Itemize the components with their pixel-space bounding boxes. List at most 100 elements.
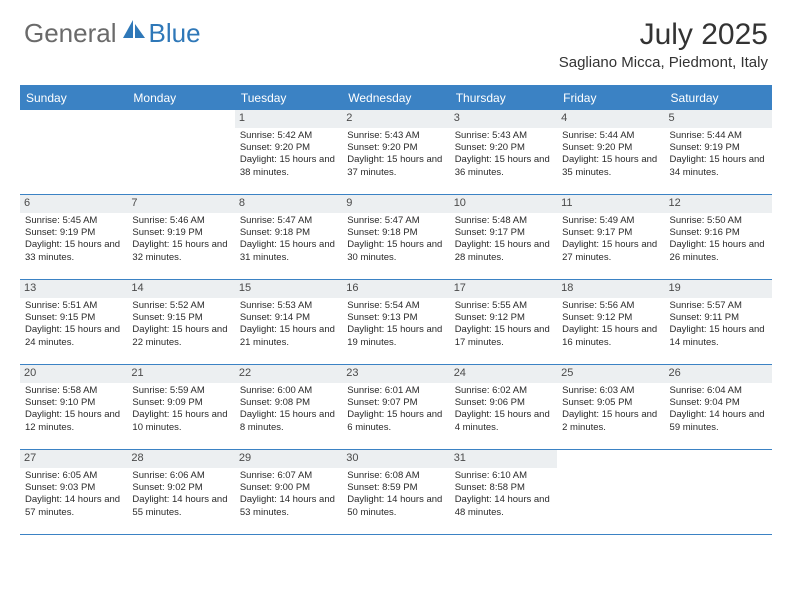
day-cell: 4 Sunrise: 5:44 AMSunset: 9:20 PMDaylight… — [557, 110, 664, 194]
dow-cell: Thursday — [450, 87, 557, 110]
day-number: 26 — [665, 365, 772, 383]
days-of-week-row: SundayMondayTuesdayWednesdayThursdayFrid… — [20, 87, 772, 110]
dow-cell: Sunday — [20, 87, 127, 110]
day-details: Sunrise: 5:44 AMSunset: 9:19 PMDaylight:… — [670, 130, 767, 179]
day-details: Sunrise: 5:54 AMSunset: 9:13 PMDaylight:… — [347, 300, 444, 349]
day-details: Sunrise: 6:05 AMSunset: 9:03 PMDaylight:… — [25, 470, 122, 519]
day-number: 5 — [665, 110, 772, 128]
day-number: 10 — [450, 195, 557, 213]
day-number: 4 — [557, 110, 664, 128]
week-row: 1 Sunrise: 5:42 AMSunset: 9:20 PMDaylight… — [20, 110, 772, 195]
dow-cell: Wednesday — [342, 87, 449, 110]
day-number: 1 — [235, 110, 342, 128]
day-cell: 22 Sunrise: 6:00 AMSunset: 9:08 PMDayligh… — [235, 365, 342, 449]
day-details: Sunrise: 6:04 AMSunset: 9:04 PMDaylight:… — [670, 385, 767, 434]
day-number: 6 — [20, 195, 127, 213]
day-cell: 16 Sunrise: 5:54 AMSunset: 9:13 PMDayligh… — [342, 280, 449, 364]
day-number: 30 — [342, 450, 449, 468]
day-details: Sunrise: 6:07 AMSunset: 9:00 PMDaylight:… — [240, 470, 337, 519]
day-cell: 13 Sunrise: 5:51 AMSunset: 9:15 PMDayligh… — [20, 280, 127, 364]
day-number: 7 — [127, 195, 234, 213]
day-cell: 21 Sunrise: 5:59 AMSunset: 9:09 PMDayligh… — [127, 365, 234, 449]
location: Sagliano Micca, Piedmont, Italy — [559, 54, 768, 71]
day-details: Sunrise: 6:08 AMSunset: 8:59 PMDaylight:… — [347, 470, 444, 519]
week-row: 27 Sunrise: 6:05 AMSunset: 9:03 PMDayligh… — [20, 450, 772, 535]
logo: General Blue — [24, 18, 201, 49]
empty-cell — [557, 450, 664, 534]
calendar: SundayMondayTuesdayWednesdayThursdayFrid… — [20, 85, 772, 535]
day-details: Sunrise: 6:03 AMSunset: 9:05 PMDaylight:… — [562, 385, 659, 434]
day-details: Sunrise: 6:06 AMSunset: 9:02 PMDaylight:… — [132, 470, 229, 519]
day-cell: 23 Sunrise: 6:01 AMSunset: 9:07 PMDayligh… — [342, 365, 449, 449]
day-number: 11 — [557, 195, 664, 213]
day-details: Sunrise: 5:44 AMSunset: 9:20 PMDaylight:… — [562, 130, 659, 179]
day-details: Sunrise: 5:53 AMSunset: 9:14 PMDaylight:… — [240, 300, 337, 349]
logo-text-blue: Blue — [149, 18, 201, 49]
day-details: Sunrise: 5:42 AMSunset: 9:20 PMDaylight:… — [240, 130, 337, 179]
day-number: 13 — [20, 280, 127, 298]
day-number: 22 — [235, 365, 342, 383]
day-number: 14 — [127, 280, 234, 298]
day-details: Sunrise: 5:57 AMSunset: 9:11 PMDaylight:… — [670, 300, 767, 349]
day-cell: 2Sunrise: 5:43 AMSunset: 9:20 PMDaylight… — [342, 110, 449, 194]
day-cell: 5 Sunrise: 5:44 AMSunset: 9:19 PMDaylight… — [665, 110, 772, 194]
day-cell: 7 Sunrise: 5:46 AMSunset: 9:19 PMDaylight… — [127, 195, 234, 279]
day-details: Sunrise: 5:49 AMSunset: 9:17 PMDaylight:… — [562, 215, 659, 264]
logo-text-general: General — [24, 18, 117, 49]
day-cell: 24Sunrise: 6:02 AMSunset: 9:06 PMDayligh… — [450, 365, 557, 449]
day-details: Sunrise: 5:56 AMSunset: 9:12 PMDaylight:… — [562, 300, 659, 349]
day-details: Sunrise: 6:01 AMSunset: 9:07 PMDaylight:… — [347, 385, 444, 434]
day-details: Sunrise: 5:46 AMSunset: 9:19 PMDaylight:… — [132, 215, 229, 264]
day-cell: 12Sunrise: 5:50 AMSunset: 9:16 PMDayligh… — [665, 195, 772, 279]
day-cell: 19 Sunrise: 5:57 AMSunset: 9:11 PMDayligh… — [665, 280, 772, 364]
day-number: 21 — [127, 365, 234, 383]
day-details: Sunrise: 5:51 AMSunset: 9:15 PMDaylight:… — [25, 300, 122, 349]
day-cell: 8 Sunrise: 5:47 AMSunset: 9:18 PMDaylight… — [235, 195, 342, 279]
day-cell: 26 Sunrise: 6:04 AMSunset: 9:04 PMDayligh… — [665, 365, 772, 449]
weeks-container: 1 Sunrise: 5:42 AMSunset: 9:20 PMDaylight… — [20, 110, 772, 535]
day-details: Sunrise: 5:59 AMSunset: 9:09 PMDaylight:… — [132, 385, 229, 434]
day-details: Sunrise: 6:00 AMSunset: 9:08 PMDaylight:… — [240, 385, 337, 434]
day-number: 29 — [235, 450, 342, 468]
day-cell: 15 Sunrise: 5:53 AMSunset: 9:14 PMDayligh… — [235, 280, 342, 364]
day-details: Sunrise: 5:52 AMSunset: 9:15 PMDaylight:… — [132, 300, 229, 349]
day-number: 28 — [127, 450, 234, 468]
day-details: Sunrise: 6:10 AMSunset: 8:58 PMDaylight:… — [455, 470, 552, 519]
week-row: 6 Sunrise: 5:45 AMSunset: 9:19 PMDaylight… — [20, 195, 772, 280]
day-details: Sunrise: 5:47 AMSunset: 9:18 PMDaylight:… — [347, 215, 444, 264]
day-details: Sunrise: 5:45 AMSunset: 9:19 PMDaylight:… — [25, 215, 122, 264]
day-number: 8 — [235, 195, 342, 213]
dow-cell: Monday — [127, 87, 234, 110]
day-number: 27 — [20, 450, 127, 468]
header: General Blue July 2025 Sagliano Micca, P… — [0, 0, 792, 77]
day-number: 16 — [342, 280, 449, 298]
dow-cell: Saturday — [665, 87, 772, 110]
day-cell: 3Sunrise: 5:43 AMSunset: 9:20 PMDaylight… — [450, 110, 557, 194]
day-details: Sunrise: 5:55 AMSunset: 9:12 PMDaylight:… — [455, 300, 552, 349]
day-number: 23 — [342, 365, 449, 383]
day-cell: 1 Sunrise: 5:42 AMSunset: 9:20 PMDaylight… — [235, 110, 342, 194]
day-number: 15 — [235, 280, 342, 298]
day-cell: 28 Sunrise: 6:06 AMSunset: 9:02 PMDayligh… — [127, 450, 234, 534]
day-cell: 18Sunrise: 5:56 AMSunset: 9:12 PMDayligh… — [557, 280, 664, 364]
day-cell: 14 Sunrise: 5:52 AMSunset: 9:15 PMDayligh… — [127, 280, 234, 364]
day-number: 31 — [450, 450, 557, 468]
day-cell: 10Sunrise: 5:48 AMSunset: 9:17 PMDayligh… — [450, 195, 557, 279]
day-number: 17 — [450, 280, 557, 298]
day-number: 3 — [450, 110, 557, 128]
title-block: July 2025 Sagliano Micca, Piedmont, Ital… — [559, 18, 768, 71]
logo-sail-icon — [121, 18, 147, 45]
day-cell: 31 Sunrise: 6:10 AMSunset: 8:58 PMDayligh… — [450, 450, 557, 534]
dow-cell: Friday — [557, 87, 664, 110]
month-title: July 2025 — [559, 18, 768, 52]
dow-cell: Tuesday — [235, 87, 342, 110]
day-number: 25 — [557, 365, 664, 383]
day-details: Sunrise: 5:47 AMSunset: 9:18 PMDaylight:… — [240, 215, 337, 264]
day-cell: 27 Sunrise: 6:05 AMSunset: 9:03 PMDayligh… — [20, 450, 127, 534]
day-details: Sunrise: 5:50 AMSunset: 9:16 PMDaylight:… — [670, 215, 767, 264]
day-number: 19 — [665, 280, 772, 298]
day-cell: 17 Sunrise: 5:55 AMSunset: 9:12 PMDayligh… — [450, 280, 557, 364]
day-cell: 30 Sunrise: 6:08 AMSunset: 8:59 PMDayligh… — [342, 450, 449, 534]
day-cell: 11 Sunrise: 5:49 AMSunset: 9:17 PMDayligh… — [557, 195, 664, 279]
day-cell: 9Sunrise: 5:47 AMSunset: 9:18 PMDaylight… — [342, 195, 449, 279]
